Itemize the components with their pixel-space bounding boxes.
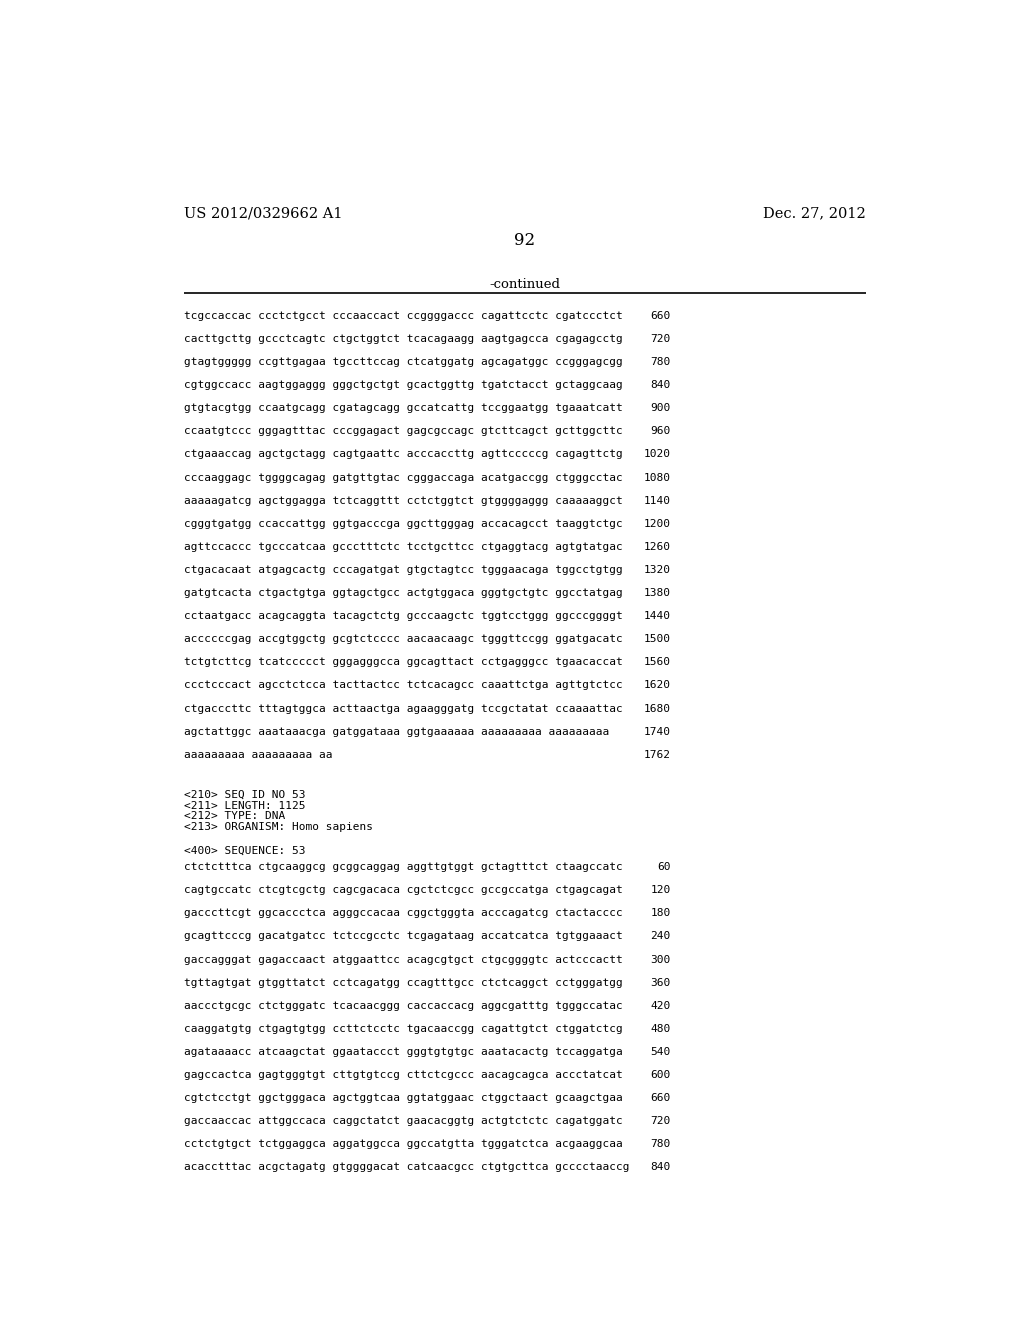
Text: aaccctgcgc ctctgggatc tcacaacggg caccaccacg aggcgatttg tgggccatac: aaccctgcgc ctctgggatc tcacaacggg caccacc… <box>183 1001 623 1011</box>
Text: 1020: 1020 <box>643 449 671 459</box>
Text: 900: 900 <box>650 404 671 413</box>
Text: gacccttcgt ggcaccctca agggccacaa cggctgggta acccagatcg ctactacccc: gacccttcgt ggcaccctca agggccacaa cggctgg… <box>183 908 623 919</box>
Text: 1680: 1680 <box>643 704 671 714</box>
Text: gcagttcccg gacatgatcc tctccgcctc tcgagataag accatcatca tgtggaaact: gcagttcccg gacatgatcc tctccgcctc tcgagat… <box>183 932 623 941</box>
Text: 1740: 1740 <box>643 726 671 737</box>
Text: cccaaggagc tggggcagag gatgttgtac cgggaccaga acatgaccgg ctgggcctac: cccaaggagc tggggcagag gatgttgtac cgggacc… <box>183 473 623 483</box>
Text: <213> ORGANISM: Homo sapiens: <213> ORGANISM: Homo sapiens <box>183 822 373 832</box>
Text: cagtgccatc ctcgtcgctg cagcgacaca cgctctcgcc gccgccatga ctgagcagat: cagtgccatc ctcgtcgctg cagcgacaca cgctctc… <box>183 886 623 895</box>
Text: 600: 600 <box>650 1071 671 1080</box>
Text: 1762: 1762 <box>643 750 671 760</box>
Text: 180: 180 <box>650 908 671 919</box>
Text: tgttagtgat gtggttatct cctcagatgg ccagtttgcc ctctcaggct cctgggatgg: tgttagtgat gtggttatct cctcagatgg ccagttt… <box>183 978 623 987</box>
Text: 780: 780 <box>650 358 671 367</box>
Text: acacctttac acgctagatg gtggggacat catcaacgcc ctgtgcttca gcccctaaccg: acacctttac acgctagatg gtggggacat catcaac… <box>183 1163 630 1172</box>
Text: gaccaaccac attggccaca caggctatct gaacacggtg actgtctctc cagatggatc: gaccaaccac attggccaca caggctatct gaacacg… <box>183 1117 623 1126</box>
Text: US 2012/0329662 A1: US 2012/0329662 A1 <box>183 206 342 220</box>
Text: gatgtcacta ctgactgtga ggtagctgcc actgtggaca gggtgctgtc ggcctatgag: gatgtcacta ctgactgtga ggtagctgcc actgtgg… <box>183 589 623 598</box>
Text: 1320: 1320 <box>643 565 671 576</box>
Text: 720: 720 <box>650 1117 671 1126</box>
Text: 540: 540 <box>650 1047 671 1057</box>
Text: tctgtcttcg tcatccccct gggagggcca ggcagttact cctgagggcc tgaacaccat: tctgtcttcg tcatccccct gggagggcca ggcagtt… <box>183 657 623 668</box>
Text: 1200: 1200 <box>643 519 671 529</box>
Text: accccccgag accgtggctg gcgtctcccc aacaacaagc tgggttccgg ggatgacatc: accccccgag accgtggctg gcgtctcccc aacaaca… <box>183 635 623 644</box>
Text: <400> SEQUENCE: 53: <400> SEQUENCE: 53 <box>183 845 305 855</box>
Text: 1440: 1440 <box>643 611 671 622</box>
Text: ctgacccttc tttagtggca acttaactga agaagggatg tccgctatat ccaaaattac: ctgacccttc tttagtggca acttaactga agaaggg… <box>183 704 623 714</box>
Text: 780: 780 <box>650 1139 671 1150</box>
Text: cacttgcttg gccctcagtc ctgctggtct tcacagaagg aagtgagcca cgagagcctg: cacttgcttg gccctcagtc ctgctggtct tcacaga… <box>183 334 623 345</box>
Text: 960: 960 <box>650 426 671 437</box>
Text: 1560: 1560 <box>643 657 671 668</box>
Text: agttccaccc tgcccatcaa gccctttctc tcctgcttcc ctgaggtacg agtgtatgac: agttccaccc tgcccatcaa gccctttctc tcctgct… <box>183 543 623 552</box>
Text: <210> SEQ ID NO 53: <210> SEQ ID NO 53 <box>183 789 305 800</box>
Text: cgtctcctgt ggctgggaca agctggtcaa ggtatggaac ctggctaact gcaagctgaa: cgtctcctgt ggctgggaca agctggtcaa ggtatgg… <box>183 1093 623 1104</box>
Text: 1260: 1260 <box>643 543 671 552</box>
Text: ccaatgtccc gggagtttac cccggagact gagcgccagc gtcttcagct gcttggcttc: ccaatgtccc gggagtttac cccggagact gagcgcc… <box>183 426 623 437</box>
Text: -continued: -continued <box>489 277 560 290</box>
Text: tcgccaccac ccctctgcct cccaaccact ccggggaccc cagattcctc cgatccctct: tcgccaccac ccctctgcct cccaaccact ccgggga… <box>183 312 623 321</box>
Text: 120: 120 <box>650 886 671 895</box>
Text: <211> LENGTH: 1125: <211> LENGTH: 1125 <box>183 800 305 810</box>
Text: 660: 660 <box>650 1093 671 1104</box>
Text: agctattggc aaataaacga gatggataaa ggtgaaaaaa aaaaaaaaa aaaaaaaaa: agctattggc aaataaacga gatggataaa ggtgaaa… <box>183 726 609 737</box>
Text: 840: 840 <box>650 1163 671 1172</box>
Text: aaaaagatcg agctggagga tctcaggttt cctctggtct gtggggaggg caaaaaggct: aaaaagatcg agctggagga tctcaggttt cctctgg… <box>183 496 623 506</box>
Text: cgtggccacc aagtggaggg gggctgctgt gcactggttg tgatctacct gctaggcaag: cgtggccacc aagtggaggg gggctgctgt gcactgg… <box>183 380 623 391</box>
Text: 1500: 1500 <box>643 635 671 644</box>
Text: cgggtgatgg ccaccattgg ggtgacccga ggcttgggag accacagcct taaggtctgc: cgggtgatgg ccaccattgg ggtgacccga ggcttgg… <box>183 519 623 529</box>
Text: gagccactca gagtgggtgt cttgtgtccg cttctcgccc aacagcagca accctatcat: gagccactca gagtgggtgt cttgtgtccg cttctcg… <box>183 1071 623 1080</box>
Text: 420: 420 <box>650 1001 671 1011</box>
Text: 1380: 1380 <box>643 589 671 598</box>
Text: gtgtacgtgg ccaatgcagg cgatagcagg gccatcattg tccggaatgg tgaaatcatt: gtgtacgtgg ccaatgcagg cgatagcagg gccatca… <box>183 404 623 413</box>
Text: agataaaacc atcaagctat ggaataccct gggtgtgtgc aaatacactg tccaggatga: agataaaacc atcaagctat ggaataccct gggtgtg… <box>183 1047 623 1057</box>
Text: 720: 720 <box>650 334 671 345</box>
Text: 1620: 1620 <box>643 681 671 690</box>
Text: cctctgtgct tctggaggca aggatggcca ggccatgtta tgggatctca acgaaggcaa: cctctgtgct tctggaggca aggatggcca ggccatg… <box>183 1139 623 1150</box>
Text: 92: 92 <box>514 231 536 248</box>
Text: aaaaaaaaa aaaaaaaaa aa: aaaaaaaaa aaaaaaaaa aa <box>183 750 333 760</box>
Text: 60: 60 <box>657 862 671 873</box>
Text: caaggatgtg ctgagtgtgg ccttctcctc tgacaaccgg cagattgtct ctggatctcg: caaggatgtg ctgagtgtgg ccttctcctc tgacaac… <box>183 1024 623 1034</box>
Text: 360: 360 <box>650 978 671 987</box>
Text: ctgaaaccag agctgctagg cagtgaattc acccaccttg agttcccccg cagagttctg: ctgaaaccag agctgctagg cagtgaattc acccacc… <box>183 449 623 459</box>
Text: 660: 660 <box>650 312 671 321</box>
Text: Dec. 27, 2012: Dec. 27, 2012 <box>763 206 866 220</box>
Text: <212> TYPE: DNA: <212> TYPE: DNA <box>183 812 285 821</box>
Text: ccctcccact agcctctcca tacttactcc tctcacagcc caaattctga agttgtctcc: ccctcccact agcctctcca tacttactcc tctcaca… <box>183 681 623 690</box>
Text: 1140: 1140 <box>643 496 671 506</box>
Text: 1080: 1080 <box>643 473 671 483</box>
Text: ctctctttca ctgcaaggcg gcggcaggag aggttgtggt gctagtttct ctaagccatc: ctctctttca ctgcaaggcg gcggcaggag aggttgt… <box>183 862 623 873</box>
Text: 300: 300 <box>650 954 671 965</box>
Text: 480: 480 <box>650 1024 671 1034</box>
Text: 240: 240 <box>650 932 671 941</box>
Text: ctgacacaat atgagcactg cccagatgat gtgctagtcc tgggaacaga tggcctgtgg: ctgacacaat atgagcactg cccagatgat gtgctag… <box>183 565 623 576</box>
Text: gtagtggggg ccgttgagaa tgccttccag ctcatggatg agcagatggc ccgggagcgg: gtagtggggg ccgttgagaa tgccttccag ctcatgg… <box>183 358 623 367</box>
Text: 840: 840 <box>650 380 671 391</box>
Text: cctaatgacc acagcaggta tacagctctg gcccaagctc tggtcctggg ggcccggggt: cctaatgacc acagcaggta tacagctctg gcccaag… <box>183 611 623 622</box>
Text: gaccagggat gagaccaact atggaattcc acagcgtgct ctgcggggtc actcccactt: gaccagggat gagaccaact atggaattcc acagcgt… <box>183 954 623 965</box>
